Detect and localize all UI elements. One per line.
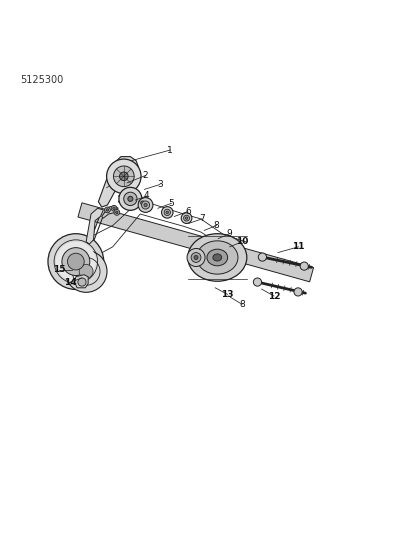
Text: 14: 14 xyxy=(64,278,76,287)
Polygon shape xyxy=(101,206,118,218)
Circle shape xyxy=(161,207,173,218)
Circle shape xyxy=(191,253,200,262)
Text: 5125300: 5125300 xyxy=(20,75,63,85)
Circle shape xyxy=(106,209,108,211)
Circle shape xyxy=(62,248,90,276)
Circle shape xyxy=(128,196,133,201)
Circle shape xyxy=(78,278,86,286)
Circle shape xyxy=(193,255,198,260)
Circle shape xyxy=(299,262,308,270)
Circle shape xyxy=(166,211,168,214)
Circle shape xyxy=(253,278,261,286)
Polygon shape xyxy=(98,157,138,207)
Circle shape xyxy=(48,233,103,289)
Circle shape xyxy=(138,199,146,207)
Circle shape xyxy=(106,159,141,193)
Circle shape xyxy=(56,241,96,281)
Circle shape xyxy=(79,264,93,278)
Circle shape xyxy=(144,204,147,207)
Text: 8: 8 xyxy=(238,300,244,309)
Circle shape xyxy=(258,253,266,261)
Circle shape xyxy=(115,211,118,214)
Text: 6: 6 xyxy=(184,207,190,216)
Circle shape xyxy=(124,192,137,206)
Text: 15: 15 xyxy=(53,265,65,274)
Circle shape xyxy=(181,213,191,223)
Text: 2: 2 xyxy=(142,171,148,180)
Ellipse shape xyxy=(212,254,221,261)
Ellipse shape xyxy=(187,233,246,281)
Circle shape xyxy=(111,205,117,211)
Circle shape xyxy=(67,253,84,270)
Circle shape xyxy=(293,288,301,296)
Circle shape xyxy=(183,215,189,221)
Circle shape xyxy=(119,172,128,181)
Circle shape xyxy=(65,251,107,292)
Polygon shape xyxy=(74,274,88,288)
Circle shape xyxy=(185,217,187,219)
Text: 7: 7 xyxy=(198,214,204,223)
Polygon shape xyxy=(78,203,313,282)
Circle shape xyxy=(164,209,170,215)
Circle shape xyxy=(112,207,115,209)
Ellipse shape xyxy=(196,241,237,274)
Text: 8: 8 xyxy=(213,221,219,230)
Text: 13: 13 xyxy=(221,290,233,299)
Polygon shape xyxy=(86,208,103,244)
Text: 5: 5 xyxy=(168,199,174,208)
Circle shape xyxy=(114,209,119,215)
Text: 4: 4 xyxy=(144,191,149,200)
Circle shape xyxy=(140,201,144,205)
Ellipse shape xyxy=(207,249,227,266)
Circle shape xyxy=(113,166,134,187)
Text: 12: 12 xyxy=(267,292,279,301)
Text: 11: 11 xyxy=(292,243,304,252)
Text: 3: 3 xyxy=(157,180,162,189)
Text: 9: 9 xyxy=(226,229,232,238)
Text: 1: 1 xyxy=(167,146,173,155)
Circle shape xyxy=(104,207,110,213)
Circle shape xyxy=(119,188,142,211)
Text: 10: 10 xyxy=(235,237,247,246)
Circle shape xyxy=(138,198,153,212)
Circle shape xyxy=(141,201,149,209)
Circle shape xyxy=(187,248,204,266)
